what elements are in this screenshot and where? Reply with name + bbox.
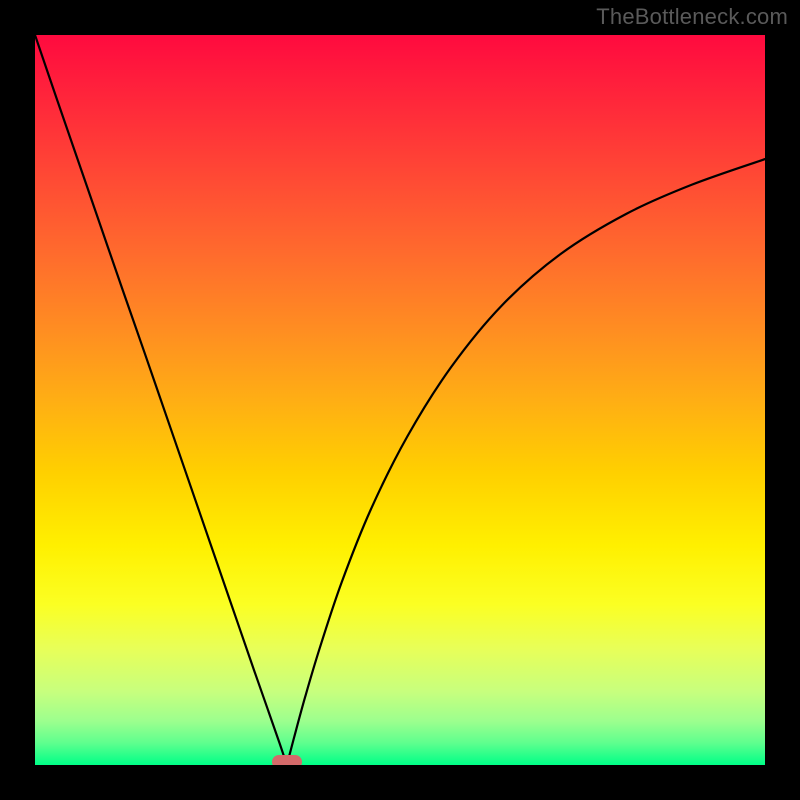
- vertex-marker: [272, 755, 302, 765]
- bottleneck-curve: [35, 35, 765, 765]
- watermark-text: TheBottleneck.com: [596, 4, 788, 30]
- chart-container: TheBottleneck.com: [0, 0, 800, 800]
- plot-area: [35, 35, 765, 765]
